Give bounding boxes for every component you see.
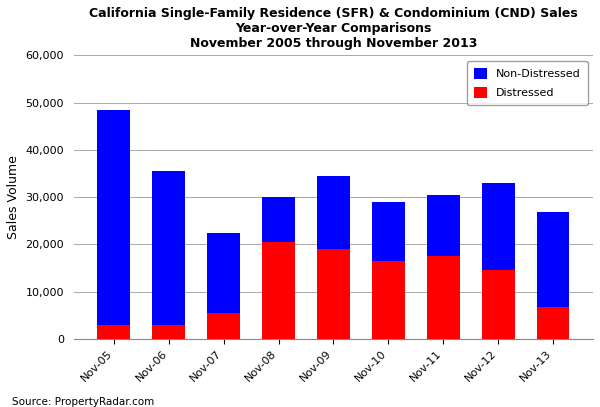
Bar — [207, 313, 240, 339]
Bar — [482, 270, 515, 339]
Bar — [427, 256, 460, 339]
Y-axis label: Sales Volume: Sales Volume — [7, 155, 20, 239]
Bar — [427, 195, 460, 256]
Bar — [317, 249, 350, 339]
Bar — [262, 197, 295, 242]
Bar — [536, 212, 569, 307]
Legend: Non-Distressed, Distressed: Non-Distressed, Distressed — [467, 61, 587, 105]
Title: California Single-Family Residence (SFR) & Condominium (CND) Sales
Year-over-Yea: California Single-Family Residence (SFR)… — [89, 7, 578, 50]
Bar — [372, 202, 405, 261]
Text: Source: PropertyRadar.com: Source: PropertyRadar.com — [12, 397, 154, 407]
Bar — [152, 325, 185, 339]
Bar — [152, 171, 185, 325]
Bar — [262, 242, 295, 339]
Bar — [317, 176, 350, 249]
Bar — [97, 109, 130, 325]
Bar — [536, 307, 569, 339]
Bar — [97, 325, 130, 339]
Bar — [207, 232, 240, 313]
Bar — [482, 183, 515, 270]
Bar — [372, 261, 405, 339]
